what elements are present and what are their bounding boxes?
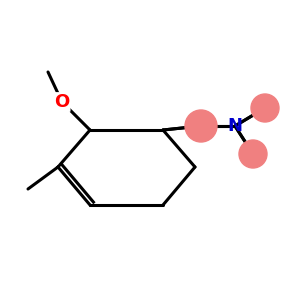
Circle shape bbox=[251, 94, 279, 122]
Text: O: O bbox=[54, 93, 70, 111]
Circle shape bbox=[185, 110, 217, 142]
Circle shape bbox=[239, 140, 267, 168]
Text: N: N bbox=[227, 117, 242, 135]
